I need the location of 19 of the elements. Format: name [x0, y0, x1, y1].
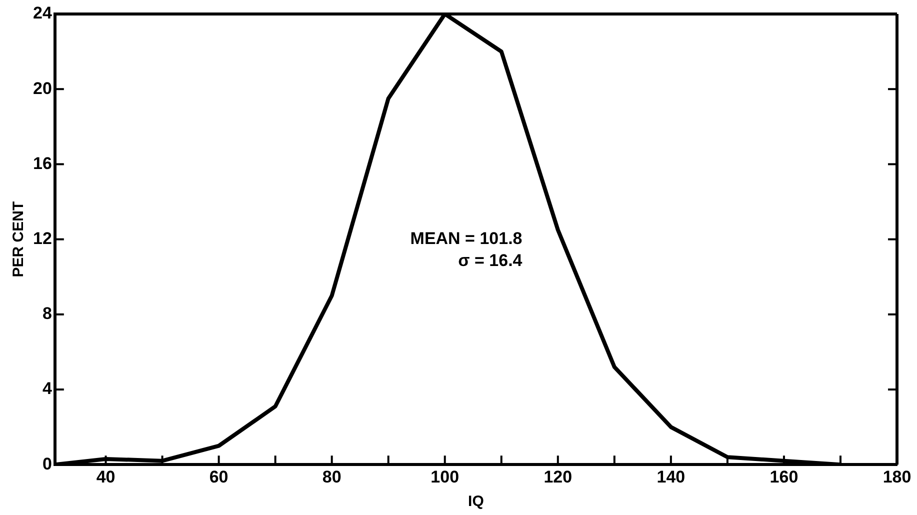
x-tick-label: 60: [209, 467, 228, 486]
x-tick-label: 100: [430, 467, 460, 486]
y-tick-label: 0: [42, 454, 52, 474]
x-tick-label: 120: [544, 467, 572, 486]
x-tick-label: 80: [322, 467, 342, 486]
x-axis-title: IQ: [468, 493, 484, 510]
x-tick-label: 40: [96, 467, 116, 486]
y-tick-label: 20: [32, 78, 52, 98]
y-tick-label: 8: [42, 304, 52, 324]
y-tick-label: 12: [32, 228, 52, 248]
y-axis-title: PER CENT: [10, 201, 28, 278]
annotation: σ = 16.4: [458, 250, 523, 270]
x-tick-label: 180: [882, 467, 912, 486]
y-tick-label: 4: [42, 379, 52, 398]
y-tick-label: 24: [32, 4, 52, 23]
x-tick-label: 140: [656, 467, 686, 486]
x-tick-label: 160: [770, 467, 798, 486]
y-tick-label: 16: [32, 154, 52, 173]
annotation: MEAN = 101.8: [410, 228, 522, 248]
